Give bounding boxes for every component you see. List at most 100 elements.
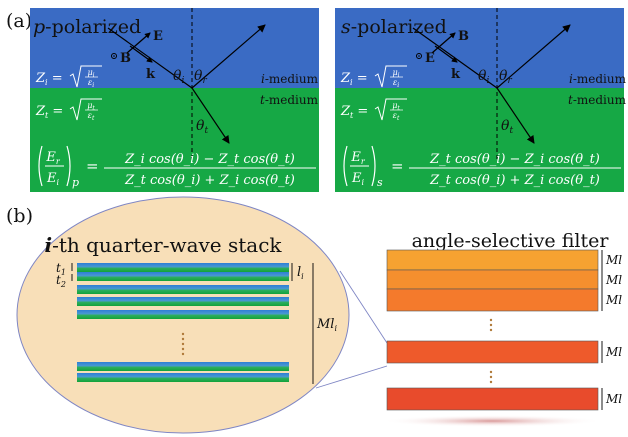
svg-text:Ei: Ei [46, 171, 60, 187]
svg-text:Zi =: Zi = [35, 71, 63, 87]
angle-selective-filter [382, 249, 602, 427]
filter-ml-label: Ml [605, 345, 622, 359]
filter-layer [386, 288, 599, 312]
filter-markers: Ml Ml Ml Ml Ml [601, 250, 622, 410]
ellipsis-dot [181, 332, 185, 336]
stack-layer [77, 310, 289, 319]
ellipsis-dot [489, 370, 493, 374]
stack-title: i-th quarter-wave stack [44, 233, 282, 257]
t1-label: t1 [56, 261, 66, 277]
e-label: E [425, 51, 435, 66]
i-medium-label: i-medium [569, 72, 627, 86]
connector-line-top [339, 270, 388, 344]
zt-formula: Zt = μt εt [35, 98, 102, 122]
s-panel-title: s-polarized [341, 16, 447, 38]
ellipsis-dot [181, 342, 185, 346]
svg-text:Zt =: Zt = [35, 104, 63, 120]
panel-a-label: (a) [6, 10, 32, 32]
s-polarized-panel: s-polarized B E k θi θr θt Zi = μi εi Zt… [335, 8, 627, 192]
fresnel-equation-p: Er Ei p = Z_i cos(θ_i) − Z_t cos(θ_t) Z_… [38, 145, 316, 189]
b-label: B [458, 29, 469, 44]
transmitted-ray [496, 87, 535, 144]
i-medium-label: i-medium [261, 72, 319, 86]
k-label: k [146, 67, 156, 82]
k-vector [434, 45, 458, 63]
ellipsis-dot [489, 375, 493, 379]
svg-text:εt: εt [88, 111, 95, 122]
filter-title: angle-selective filter [412, 230, 610, 252]
p-panel-title: p-polarized [33, 16, 141, 38]
zi-formula: Zi = μi εi [35, 65, 102, 89]
filter-ml-label: Ml [605, 392, 622, 406]
svg-text:μt: μt [392, 101, 400, 112]
panel-b-label: (b) [6, 205, 33, 227]
filter-shadow [382, 415, 602, 427]
i-medium-region [335, 8, 624, 88]
b-label: B [120, 51, 131, 66]
reflected-ray [191, 24, 266, 89]
li-label: li [297, 265, 304, 281]
b-vector [431, 32, 456, 54]
filter-ml-label: Ml [605, 273, 622, 287]
connector-line-bottom [315, 365, 388, 389]
theta-i-label: θi [478, 68, 489, 86]
reflected-ray [496, 24, 571, 89]
svg-text:μi: μi [392, 68, 399, 79]
i-medium-region [30, 8, 319, 88]
t-medium-label: t-medium [260, 93, 319, 107]
t2-label: t2 [56, 273, 66, 289]
k-vector [129, 45, 153, 63]
zt-formula: Zt = μt εt [340, 98, 407, 122]
stack-layer [77, 285, 289, 294]
e-out-of-page-icon [416, 53, 422, 59]
zi-formula: Zi = μi εi [340, 65, 407, 89]
fresnel-equation-s: Er Ei s = Z_t cos(θ_i) − Z_i cos(θ_t) Z_… [343, 145, 621, 189]
svg-text:εi: εi [393, 78, 399, 89]
mli-label: Mli [316, 317, 337, 333]
quarter-wave-stack [77, 263, 289, 382]
svg-text:εt: εt [393, 111, 400, 122]
ellipsis-dot [489, 328, 493, 332]
svg-text:Ei: Ei [351, 171, 365, 187]
ellipsis-dot [489, 318, 493, 322]
ellipsis-dot [181, 352, 185, 356]
svg-text:p: p [72, 176, 79, 189]
svg-text:=: = [391, 157, 404, 175]
svg-text:εi: εi [88, 78, 94, 89]
b-out-of-page-icon [111, 53, 117, 59]
stack-layer [77, 362, 289, 371]
k-label: k [451, 67, 461, 82]
t-medium-region [335, 88, 624, 192]
svg-text:=: = [86, 157, 99, 175]
numerator: Z_t cos(θ_i) − Z_i cos(θ_t) [429, 152, 600, 167]
ellipsis-dot [489, 323, 493, 327]
transmitted-ray [191, 87, 230, 144]
p-polarized-panel: p-polarized E B k θi θr θt Zi = μi εi [30, 8, 319, 192]
svg-text:s: s [377, 176, 383, 189]
svg-text:Zi =: Zi = [340, 71, 368, 87]
ellipsis-dot [489, 380, 493, 384]
stack-layer [77, 373, 289, 382]
e-label: E [153, 29, 163, 44]
svg-text:μt: μt [87, 101, 95, 112]
svg-text:Zt =: Zt = [340, 104, 368, 120]
ellipsis-dot [181, 347, 185, 351]
t-medium-region [30, 88, 319, 192]
filter-layer [386, 387, 599, 411]
filter-ml-label: Ml [605, 293, 622, 307]
svg-text:μi: μi [87, 68, 94, 79]
filter-layer [386, 269, 599, 290]
denominator: Z_t cos(θ_i) + Z_i cos(θ_t) [429, 173, 600, 188]
stack-layer [77, 263, 289, 272]
denominator: Z_t cos(θ_i) + Z_i cos(θ_t) [124, 173, 295, 188]
e-vector [126, 32, 151, 54]
numerator: Z_i cos(θ_i) − Z_t cos(θ_t) [124, 152, 295, 167]
filter-ml-label: Ml [605, 253, 622, 267]
ellipsis-dot [181, 337, 185, 341]
filter-layer [386, 249, 599, 271]
theta-i-label: θi [173, 68, 184, 86]
stack-layer [77, 297, 289, 306]
stack-layer [77, 272, 289, 281]
filter-layer [386, 340, 599, 364]
